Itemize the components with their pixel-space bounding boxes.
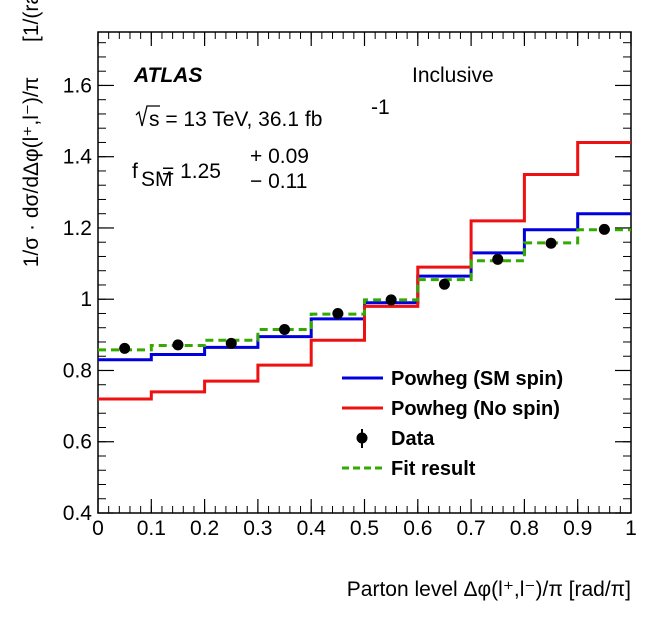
sqrt-icon <box>135 105 160 127</box>
x-axis-label: Parton level Δφ(l⁺,l⁻)/π [rad/π] <box>347 578 631 601</box>
data-point <box>332 307 344 319</box>
svg-text:Parton level Δφ(l⁺,l⁻)/π [rad/: Parton level Δφ(l⁺,l⁻)/π [rad/π] <box>347 578 631 601</box>
svg-text:-1: -1 <box>371 96 390 119</box>
data-point <box>545 237 557 249</box>
legend: Powheg (SM spin) Powheg (No spin) Data F… <box>342 368 563 480</box>
data-point <box>279 324 291 336</box>
y-tick-label: 0.6 <box>63 431 92 454</box>
svg-text:+ 0.09: + 0.09 <box>250 145 309 168</box>
x-tick-label: 0.9 <box>563 517 592 540</box>
data-point <box>492 253 504 265</box>
region-label: Inclusive <box>412 64 494 87</box>
x-tick-label: 0.8 <box>510 517 539 540</box>
x-tick-label: 0.2 <box>190 517 219 540</box>
legend-item-powheg-sm: Powheg (SM spin) <box>342 368 563 390</box>
y-tick-label: 1.4 <box>63 146 93 169</box>
legend-item-fit: Fit result <box>342 458 476 480</box>
data-point <box>438 278 450 290</box>
x-tick-label: 0.4 <box>297 517 327 540</box>
data-point <box>225 337 237 349</box>
data-point <box>172 339 184 351</box>
axis-ticks: 0 0.1 0.2 0.3 0.4 0.5 0.6 0.7 0.8 0.9 1 0.4 0.6 0.8 1 1… <box>63 32 637 540</box>
svg-text:Fit result: Fit result <box>391 458 476 480</box>
x-tick-label: 0.6 <box>403 517 432 540</box>
svg-text:[1/(rad/π)]: [1/(rad/π)] <box>20 0 43 42</box>
svg-text:1/σ · dσ/dΔφ(l⁺,l⁻)/π: 1/σ · dσ/dΔφ(l⁺,l⁻)/π <box>20 77 43 268</box>
svg-text:− 0.11: − 0.11 <box>250 170 307 193</box>
svg-text:Data: Data <box>391 428 435 450</box>
y-tick-label: 1.2 <box>63 217 92 240</box>
y-tick-label: 1.6 <box>63 74 92 97</box>
svg-text:= 1.25: = 1.25 <box>162 160 221 183</box>
x-tick-label: 0.1 <box>137 517 166 540</box>
svg-text:f: f <box>132 160 138 183</box>
y-axis-label: 1/σ · dσ/dΔφ(l⁺,l⁻)/π [1/(rad/π)] <box>20 0 43 267</box>
series-layer <box>98 140 631 401</box>
y-tick-label: 0.8 <box>63 359 92 382</box>
data-point <box>598 223 610 235</box>
y-tick-label: 1 <box>80 288 92 311</box>
series-line-powheg-no-spin <box>98 140 631 401</box>
energy-label: s = 13 TeV, 36.1 fb -1 <box>135 96 390 131</box>
x-tick-label: 0.5 <box>350 517 379 540</box>
svg-text:SM: SM <box>141 168 173 191</box>
x-tick-label: 0.3 <box>243 517 272 540</box>
legend-item-data: Data <box>356 428 435 450</box>
data-point <box>385 294 397 306</box>
x-tick-label: 0.7 <box>456 517 485 540</box>
svg-text:Powheg (No spin): Powheg (No spin) <box>391 398 560 420</box>
svg-text:Powheg (SM spin): Powheg (SM spin) <box>391 368 563 390</box>
legend-item-powheg-nospin: Powheg (No spin) <box>342 398 560 420</box>
data-point <box>119 342 131 354</box>
x-tick-label: 1 <box>625 517 637 540</box>
x-tick-label: 0 <box>92 517 104 540</box>
atlas-label: ATLAS <box>133 64 202 87</box>
fsm-label: f SM = 1.25 + 0.09 − 0.11 <box>132 145 309 193</box>
y-tick-label: 0.4 <box>63 502 93 525</box>
series-line-fit-result <box>98 228 631 352</box>
svg-text:s = 13 TeV, 36.1 fb: s = 13 TeV, 36.1 fb <box>149 108 322 131</box>
